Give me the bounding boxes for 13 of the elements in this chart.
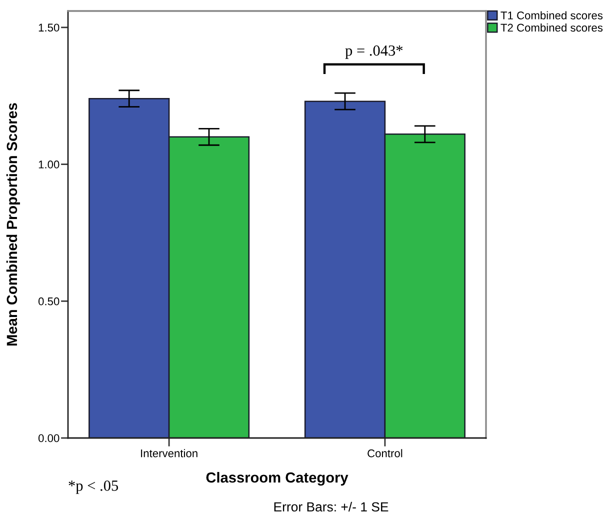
- annotation: p = .043*: [345, 45, 403, 59]
- x-tick-label: Intervention: [141, 449, 198, 458]
- legend-label: T1 Combined scores: [500, 11, 603, 20]
- y-axis-title: Mean Combined Proportion Scores: [6, 103, 20, 346]
- legend-label: T2 Combined scores: [500, 23, 603, 32]
- y-tick-label: 1.50: [38, 24, 60, 32]
- y-tick-label: 1.00: [38, 160, 60, 168]
- x-tick-label: Control: [368, 449, 402, 458]
- y-tick-label: 0.00: [38, 434, 60, 442]
- y-tick-label: 0.50: [38, 297, 60, 306]
- text: *p < .05: [68, 480, 118, 494]
- x-axis-title: Classroom Category: [206, 472, 348, 486]
- text: Error Bars: +/- 1 SE: [274, 502, 388, 512]
